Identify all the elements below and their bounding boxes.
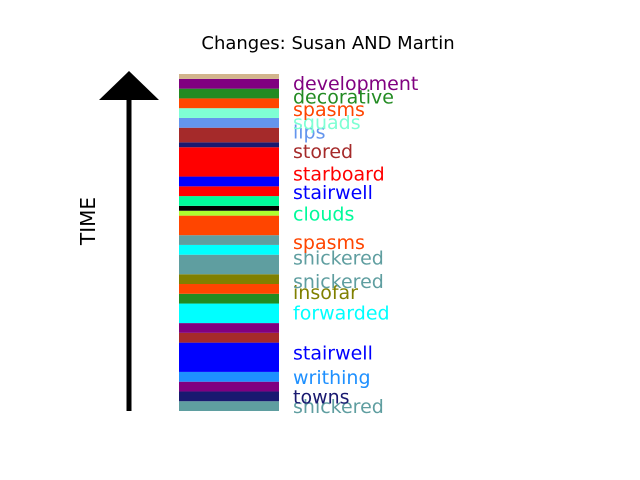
- bar-segment: [179, 210, 279, 216]
- bar-segment: [179, 371, 279, 382]
- word-label: towns: [293, 386, 350, 408]
- word-labels: shickeredtownswrithingstairwellforwarded…: [293, 73, 418, 418]
- bar-segment: [179, 205, 279, 211]
- bar-segment: [179, 74, 279, 79]
- bar-segment: [179, 342, 279, 372]
- bar-segment: [179, 117, 279, 128]
- word-label: writhing: [293, 367, 371, 389]
- word-label: stored: [293, 141, 353, 163]
- bar-segment: [179, 196, 279, 206]
- word-label: snickered: [293, 271, 384, 293]
- time-axis: [99, 71, 159, 411]
- word-label: stairwell: [293, 342, 373, 364]
- bar-segment: [179, 254, 279, 275]
- y-axis-label: TIME: [76, 197, 100, 246]
- bar-segment: [179, 274, 279, 285]
- word-label: insofar: [293, 282, 358, 304]
- word-label: clouds: [293, 204, 354, 226]
- bar-segment: [179, 186, 279, 197]
- bar-segment: [179, 108, 279, 118]
- word-label: squads: [293, 112, 361, 134]
- bar-segment: [179, 98, 279, 109]
- bar-segment: [179, 332, 279, 343]
- bar-segment: [179, 303, 279, 324]
- bar-segment: [179, 78, 279, 89]
- bar-segment: [179, 293, 279, 304]
- word-label: shickered: [293, 248, 384, 270]
- bar-segment: [179, 147, 279, 177]
- bar-segment: [179, 215, 279, 236]
- bar-segment: [179, 88, 279, 99]
- word-label: starboard: [293, 164, 385, 186]
- bar-segment: [179, 142, 279, 148]
- bar-segment: [179, 391, 279, 402]
- bar-segment: [179, 323, 279, 333]
- word-label: spasms: [293, 232, 365, 254]
- bar-segment: [179, 176, 279, 187]
- chart-title: Changes: Susan AND Martin: [201, 33, 454, 54]
- bar-segment: [179, 244, 279, 255]
- word-label: decorative: [293, 86, 394, 108]
- stacked-bar: [179, 74, 279, 411]
- bar-segment: [179, 381, 279, 392]
- word-label: forwarded: [293, 302, 390, 324]
- bar-segment: [179, 284, 279, 294]
- word-label: shickered: [293, 396, 384, 418]
- bar-segment: [179, 127, 279, 143]
- time-arrow-head: [99, 71, 159, 100]
- word-label: stairwell: [293, 182, 373, 204]
- bar-segment: [179, 401, 279, 411]
- word-label: spasms: [293, 99, 365, 121]
- word-label: development: [293, 73, 418, 95]
- word-label: lips: [293, 122, 326, 144]
- bar-segment: [179, 235, 279, 245]
